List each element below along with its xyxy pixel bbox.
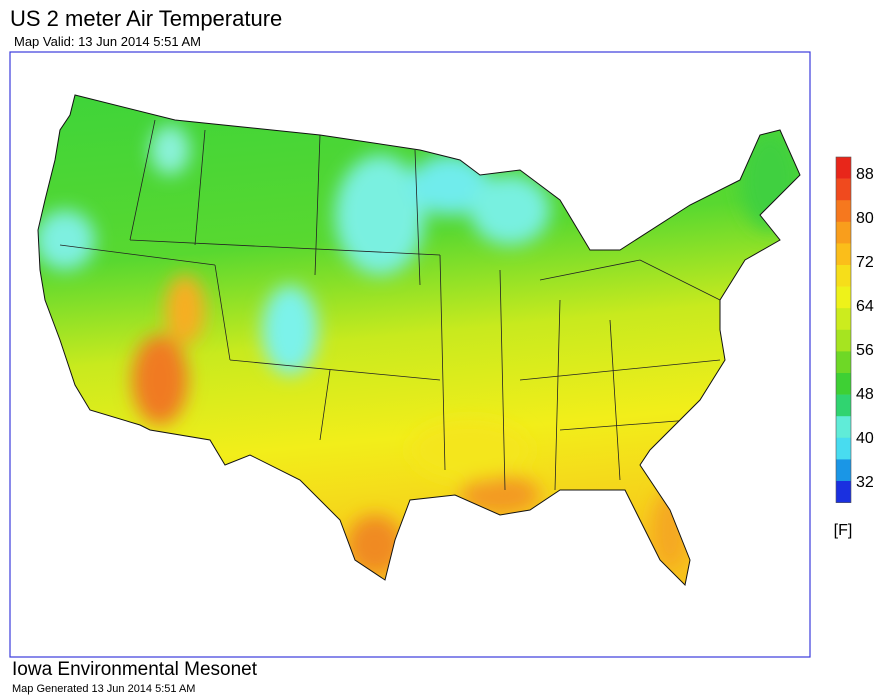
colorbar: 88 80 72 64 56 48 40 32 [835, 156, 874, 503]
colorbar-swatch [836, 200, 851, 223]
colorbar-swatch [836, 157, 851, 179]
colorbar-swatch [836, 265, 851, 287]
colorbar-tick-label: 80 [856, 210, 874, 227]
colorbar-swatch [836, 416, 851, 439]
footer-subtitle: Map Generated 13 Jun 2014 5:51 AM [12, 683, 195, 695]
colorbar-swatch [836, 437, 851, 460]
title: US 2 meter Air Temperature [10, 6, 282, 31]
colorbar-swatch [836, 481, 851, 503]
colorbar-tick-label: 72 [856, 254, 874, 271]
us-outline [37, 94, 801, 587]
colorbar-swatch [836, 459, 851, 482]
subtitle: Map Valid: 13 Jun 2014 5:51 AM [14, 34, 201, 49]
colorbar-swatch [836, 286, 851, 309]
colorbar-tick-label: 64 [856, 298, 874, 315]
colorbar-swatch [836, 329, 851, 352]
colorbar-tick-label: 56 [856, 342, 874, 359]
colorbar-tick-label: 32 [856, 474, 874, 491]
colorbar-swatch [836, 221, 851, 244]
legend-unit: [F] [834, 522, 853, 539]
colorbar-tick-label: 40 [856, 430, 874, 447]
footer-title: Iowa Environmental Mesonet [12, 659, 258, 680]
colorbar-swatch [836, 351, 851, 374]
colorbar-border [835, 156, 852, 503]
colorbar-swatch [836, 178, 851, 201]
colorbar-swatch [836, 243, 851, 266]
colorbar-swatch [836, 373, 851, 395]
colorbar-swatch [836, 308, 851, 331]
colorbar-swatch [836, 394, 851, 417]
colorbar-tick-label: 88 [856, 166, 874, 183]
colorbar-tick-label: 48 [856, 386, 874, 403]
